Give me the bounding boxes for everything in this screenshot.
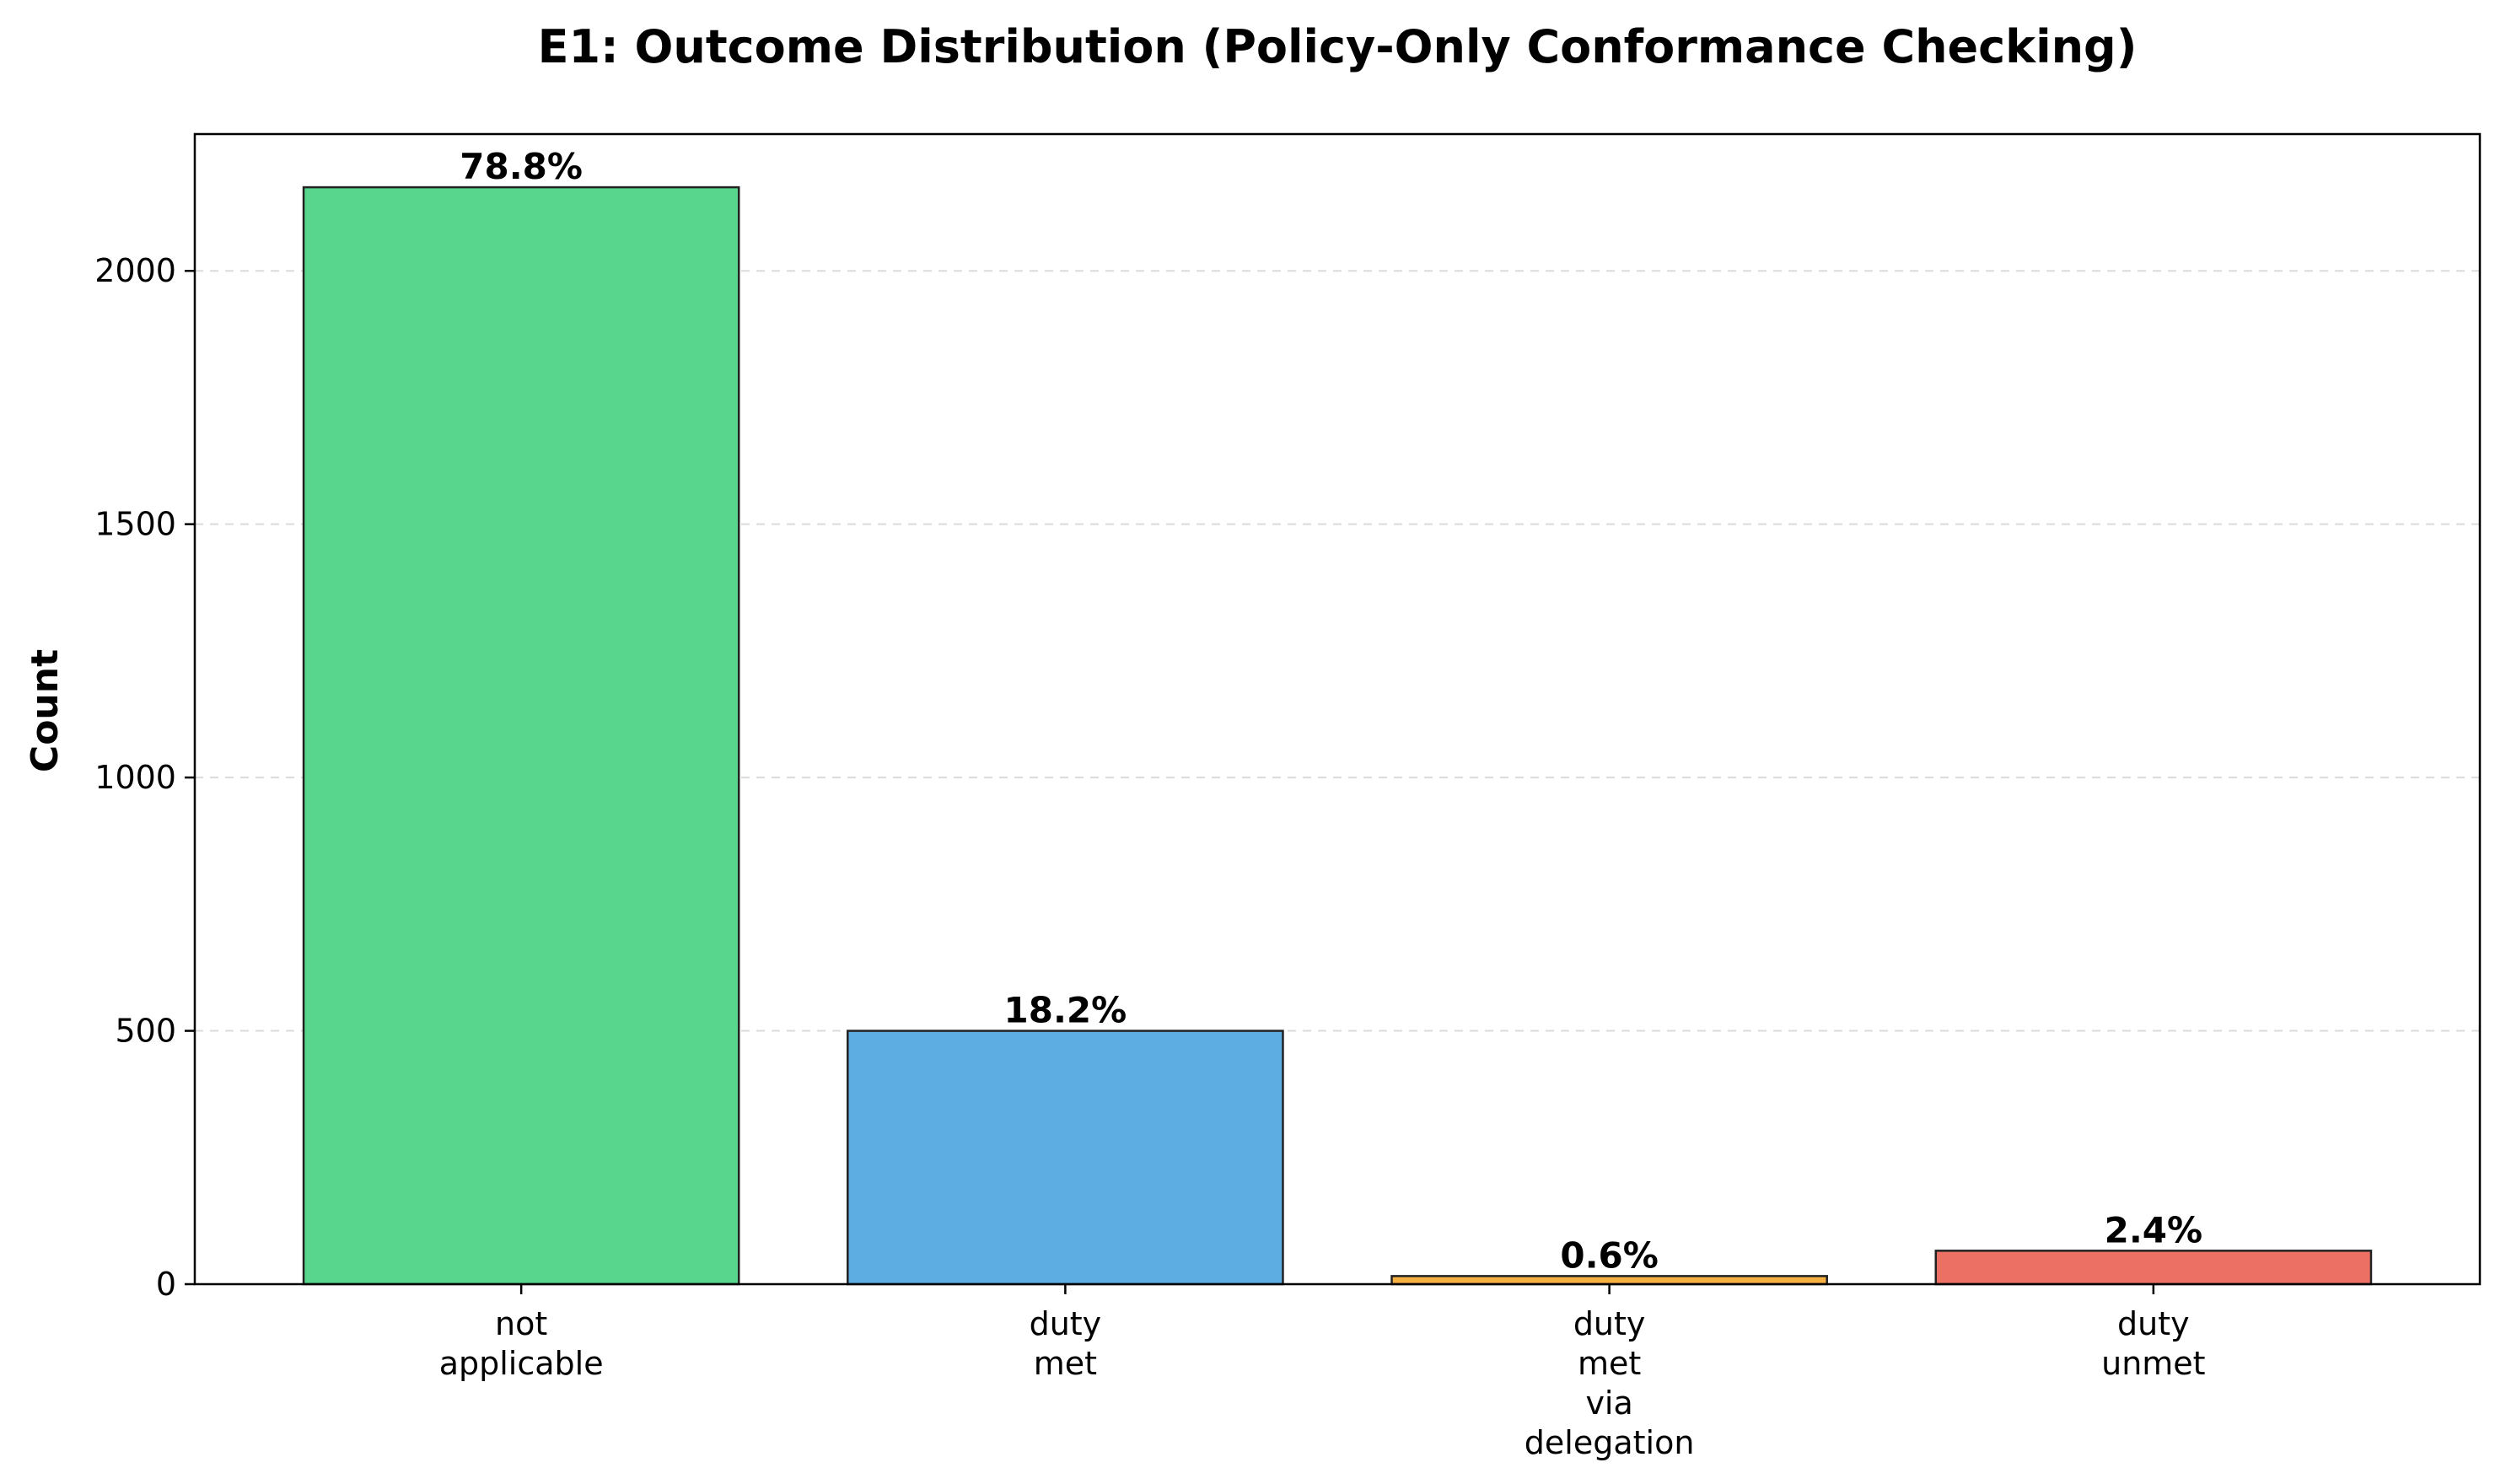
x-tick-label-line: not: [495, 1305, 547, 1342]
bars: [302, 186, 2373, 1286]
x-tick-label-3: duty unmet: [2101, 1305, 2205, 1382]
x-tick-label-line: met: [1034, 1345, 1097, 1382]
data-label-1: 18.2%: [1004, 990, 1127, 1031]
y-tick-label-2000: 2000: [94, 252, 176, 289]
x-tick-label-line: unmet: [2101, 1345, 2205, 1382]
x-tick-label-line: duty: [1030, 1305, 1102, 1342]
bar-0: [302, 186, 740, 1286]
data-label-2: 0.6%: [1560, 1234, 1658, 1276]
bar-2: [1390, 1275, 1828, 1286]
y-axis-label: Count: [24, 649, 67, 772]
x-tick-label-line: via: [1585, 1385, 1632, 1422]
y-axis: 0 500 1000 1500 2000: [94, 252, 195, 1303]
bar-1: [847, 1030, 1284, 1286]
bar-3: [1934, 1250, 2373, 1286]
y-tick-label-1000: 1000: [94, 759, 176, 796]
x-tick-label-line: met: [1578, 1345, 1641, 1382]
x-tick-label-0: not applicable: [439, 1305, 604, 1382]
x-tick-label-line: duty: [1573, 1305, 1646, 1342]
chart-title: E1: Outcome Distribution (Policy-Only Co…: [538, 20, 2138, 73]
x-tick-label-1: duty met: [1030, 1305, 1102, 1382]
x-tick-label-line: delegation: [1525, 1424, 1695, 1461]
y-tick-label-1500: 1500: [94, 506, 176, 543]
y-tick-label-500: 500: [115, 1013, 176, 1050]
data-labels: 78.8% 18.2% 0.6% 2.4%: [460, 146, 2202, 1276]
data-label-0: 78.8%: [460, 146, 583, 187]
x-tick-label-2: duty met via delegation: [1525, 1305, 1695, 1461]
x-tick-label-line: duty: [2117, 1305, 2190, 1342]
y-tick-label-0: 0: [156, 1266, 176, 1303]
plot-area-frame: [193, 132, 2482, 1286]
data-label-3: 2.4%: [2105, 1209, 2202, 1250]
x-tick-label-line: applicable: [439, 1345, 604, 1382]
